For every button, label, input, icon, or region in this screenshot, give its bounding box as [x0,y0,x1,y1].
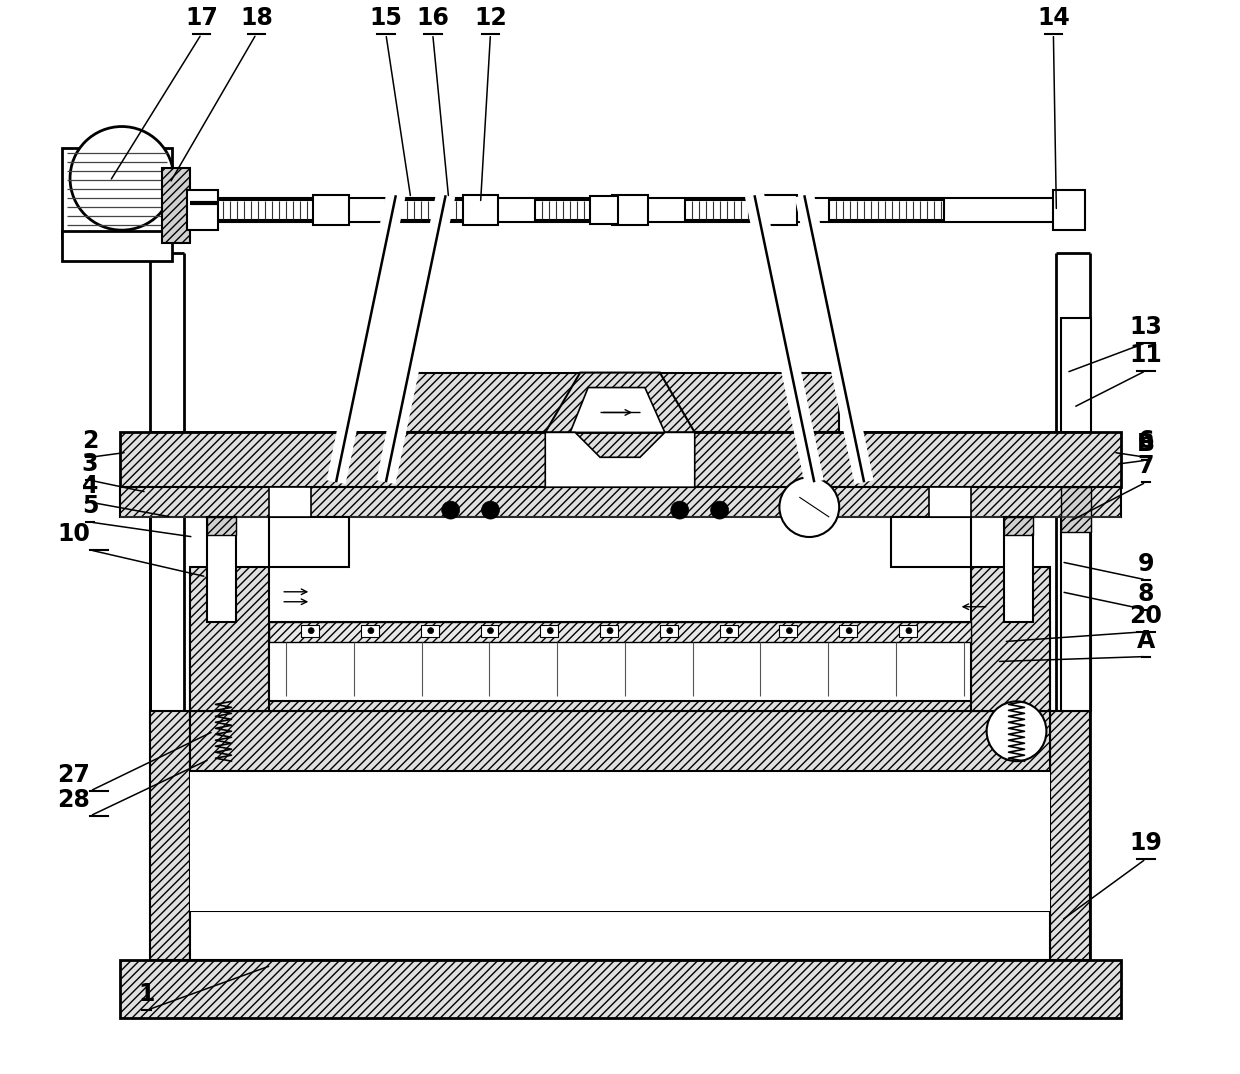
Text: 1: 1 [139,983,155,1006]
Bar [314,195,348,226]
Polygon shape [546,433,694,488]
Text: 11: 11 [1130,343,1162,366]
Bar [120,960,1121,1018]
Bar [207,517,237,535]
Text: 19: 19 [1130,831,1162,855]
Text: 14: 14 [1037,5,1070,30]
Text: 4: 4 [82,474,98,498]
Bar [161,169,190,243]
Bar [600,625,618,637]
Bar [217,200,331,220]
Polygon shape [269,517,348,567]
Bar [719,625,738,637]
Text: 5: 5 [82,494,98,518]
Bar [899,625,916,637]
Bar [120,488,1121,517]
Bar [971,567,1050,711]
Circle shape [780,477,839,537]
Text: 10: 10 [57,522,91,546]
Bar [190,711,1050,771]
Text: 13: 13 [1130,315,1162,338]
Bar [761,195,797,226]
Bar [269,622,971,641]
Polygon shape [929,488,971,517]
Text: 28: 28 [57,788,91,812]
Bar [536,200,625,220]
Bar [386,200,481,220]
Bar [1061,488,1091,532]
Bar [301,625,319,637]
Circle shape [786,627,792,634]
Text: 7: 7 [1138,454,1154,478]
Bar [120,433,1121,488]
Circle shape [671,502,688,519]
Bar [684,200,780,220]
Bar [830,200,944,220]
Bar [1003,517,1033,622]
Bar [207,517,237,622]
Circle shape [667,627,673,634]
Bar [269,637,971,701]
Bar [590,197,618,224]
Text: A: A [1137,628,1156,653]
Bar [780,625,797,637]
Polygon shape [269,488,311,517]
Text: 9: 9 [1138,552,1154,576]
Circle shape [309,627,314,634]
Bar [541,625,558,637]
Circle shape [69,127,174,230]
Text: 3: 3 [82,452,98,476]
Text: 16: 16 [417,5,449,30]
Bar [613,195,647,226]
Circle shape [608,627,613,634]
Bar [463,195,498,226]
Circle shape [547,627,553,634]
Polygon shape [892,517,971,567]
Text: 17: 17 [185,5,218,30]
Bar [660,625,678,637]
Circle shape [487,627,494,634]
Text: 2: 2 [82,430,98,453]
Bar [190,911,1050,960]
Text: 27: 27 [57,763,91,787]
Polygon shape [546,373,694,433]
Text: 8: 8 [1138,582,1154,606]
Circle shape [846,627,852,634]
Bar [190,761,1050,911]
Text: 12: 12 [474,5,507,30]
Text: 18: 18 [239,5,273,30]
Bar [62,148,171,238]
Bar [186,190,218,230]
Circle shape [441,502,460,519]
Bar [420,625,439,637]
Bar [1061,318,1091,711]
Bar [195,199,1066,222]
Polygon shape [570,388,665,433]
Text: B: B [1137,433,1154,456]
Bar [481,625,498,637]
Bar [839,625,857,637]
Text: 20: 20 [1130,604,1162,627]
Circle shape [987,701,1047,761]
Bar [150,711,190,960]
Text: 15: 15 [370,5,402,30]
Bar [190,622,1050,711]
Circle shape [368,627,374,634]
Circle shape [906,627,911,634]
Circle shape [727,627,733,634]
Circle shape [481,502,500,519]
Circle shape [428,627,434,634]
Bar [361,625,379,637]
Bar [62,231,171,261]
Bar [190,567,269,711]
Text: 6: 6 [1138,430,1154,453]
Bar [401,373,839,433]
Circle shape [711,502,729,519]
Bar [1054,190,1085,230]
Bar [1050,711,1090,960]
Bar [1003,517,1033,535]
